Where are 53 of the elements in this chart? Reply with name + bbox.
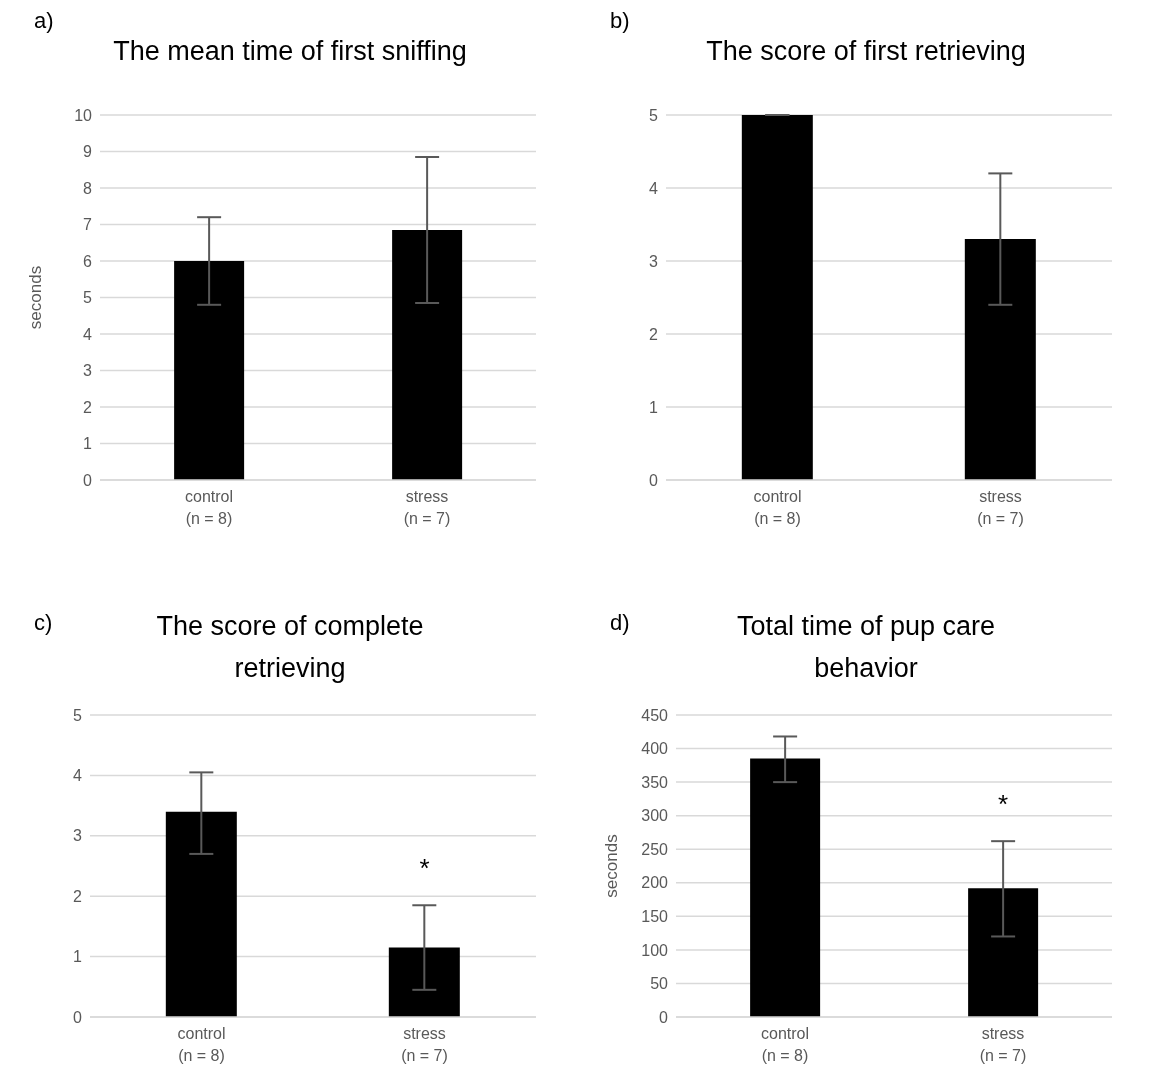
x-tick-label: control (n = 8) [753,488,802,527]
y-axis-title: seconds [602,834,622,898]
y-tick-label: 5 [649,106,659,124]
y-tick-label: 3 [649,252,659,270]
y-tick-label: 3 [83,362,93,380]
y-tick-label: 1 [83,435,93,453]
y-tick-label: 50 [650,975,669,993]
y-tick-label: 5 [83,289,93,307]
y-tick-label: 1 [649,398,659,416]
chart-title: The score of first retrieving [706,36,1026,66]
y-tick-label: 8 [83,179,93,197]
chart-title: Total time of pup care behavior [735,610,997,685]
text: a) [34,8,54,34]
y-tick-label: 4 [83,325,93,343]
y-tick-label: 4 [73,767,83,785]
y-tick-label: 100 [641,941,669,959]
chart-title: The score of complete retrieving [155,610,425,685]
y-tick-label: 450 [641,706,669,724]
chart-title: The mean time of first sniffing [113,36,467,66]
x-tick-label: stress (n = 7) [979,1025,1027,1064]
y-tick-label: 7 [83,216,93,234]
y-tick-label: 6 [83,252,93,270]
y-tick-label: 250 [641,840,669,858]
y-tick-label: 9 [83,143,93,161]
x-tick-label: stress (n = 7) [401,1025,448,1064]
y-tick-label: 200 [641,874,669,892]
text: d) [610,610,630,636]
x-tick-label: control (n = 8) [184,488,234,527]
x-tick-label: stress (n = 7) [403,488,451,527]
annotation: * [997,789,1009,820]
annotation: * [419,853,430,884]
y-tick-label: 2 [649,325,659,343]
text: c) [34,610,53,636]
y-tick-label: 0 [659,1008,669,1026]
y-tick-label: 2 [83,398,93,416]
y-tick-label: 10 [74,106,93,124]
y-tick-label: 300 [641,807,669,825]
y-tick-label: 1 [73,948,83,966]
y-tick-label: 0 [73,1008,83,1026]
x-tick-label: stress (n = 7) [977,488,1024,527]
y-tick-label: 0 [649,471,659,489]
y-tick-label: 3 [73,827,83,845]
y-tick-label: 400 [641,740,669,758]
y-tick-label: 350 [641,773,669,791]
x-tick-label: control (n = 8) [760,1025,810,1064]
y-tick-label: 5 [73,706,83,724]
y-tick-label: 4 [649,179,659,197]
y-tick-label: 150 [641,908,669,926]
y-axis-title: seconds [26,265,46,330]
text: b) [610,8,630,34]
y-tick-label: 2 [73,887,83,905]
x-tick-label: control (n = 8) [177,1025,226,1064]
y-tick-label: 0 [83,471,93,489]
